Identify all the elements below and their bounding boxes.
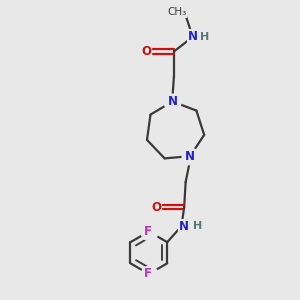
Text: F: F [144, 225, 152, 238]
Text: F: F [144, 268, 152, 281]
Text: N: N [167, 95, 178, 108]
Text: O: O [152, 201, 161, 214]
Text: H: H [193, 221, 202, 231]
Text: N: N [185, 150, 195, 163]
Text: CH₃: CH₃ [167, 7, 187, 17]
Text: N: N [188, 30, 198, 43]
Text: N: N [179, 220, 189, 233]
Text: O: O [141, 45, 151, 58]
Text: H: H [200, 32, 209, 42]
